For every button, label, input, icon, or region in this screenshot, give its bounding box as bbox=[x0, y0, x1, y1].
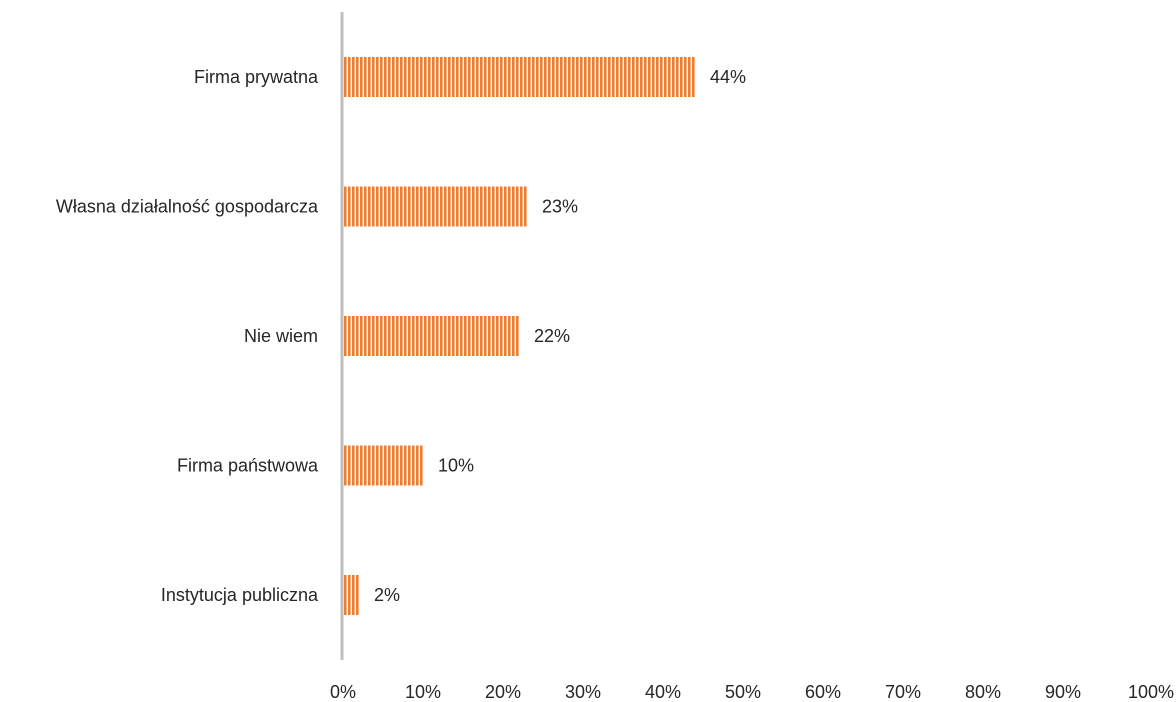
x-tick-label: 0% bbox=[330, 682, 356, 702]
data-label: 2% bbox=[374, 585, 400, 605]
x-tick-label: 20% bbox=[485, 682, 521, 702]
data-label: 22% bbox=[534, 326, 570, 346]
x-tick-label: 50% bbox=[725, 682, 761, 702]
category-label: Firma prywatna bbox=[194, 67, 319, 87]
category-label: Własna działalność gospodarcza bbox=[56, 197, 319, 217]
bar bbox=[343, 316, 519, 356]
data-label: 23% bbox=[542, 197, 578, 217]
bar bbox=[343, 186, 527, 227]
bars-layer bbox=[343, 57, 695, 615]
data-label: 44% bbox=[710, 67, 746, 87]
x-tick-label: 80% bbox=[965, 682, 1001, 702]
x-tick-label: 70% bbox=[885, 682, 921, 702]
x-tick-label: 40% bbox=[645, 682, 681, 702]
x-tick-label: 100% bbox=[1128, 682, 1174, 702]
x-tick-label: 90% bbox=[1045, 682, 1081, 702]
category-label: Nie wiem bbox=[244, 326, 318, 346]
data-label: 10% bbox=[438, 456, 474, 476]
category-label: Instytucja publiczna bbox=[161, 585, 319, 605]
category-labels: Firma prywatna Własna działalność gospoda… bbox=[56, 67, 319, 605]
category-label: Firma państwowa bbox=[177, 456, 319, 476]
bar bbox=[343, 445, 423, 486]
value-labels: 44% 23% 22% 10% 2% bbox=[374, 67, 746, 605]
x-tick-label: 30% bbox=[565, 682, 601, 702]
x-tick-label: 60% bbox=[805, 682, 841, 702]
bar bbox=[343, 575, 359, 615]
x-tick-label: 10% bbox=[405, 682, 441, 702]
bar bbox=[343, 57, 695, 97]
x-axis-tick-labels: 0% 10% 20% 30% 40% 50% 60% 70% 80% 90% 100% bbox=[330, 682, 1174, 702]
